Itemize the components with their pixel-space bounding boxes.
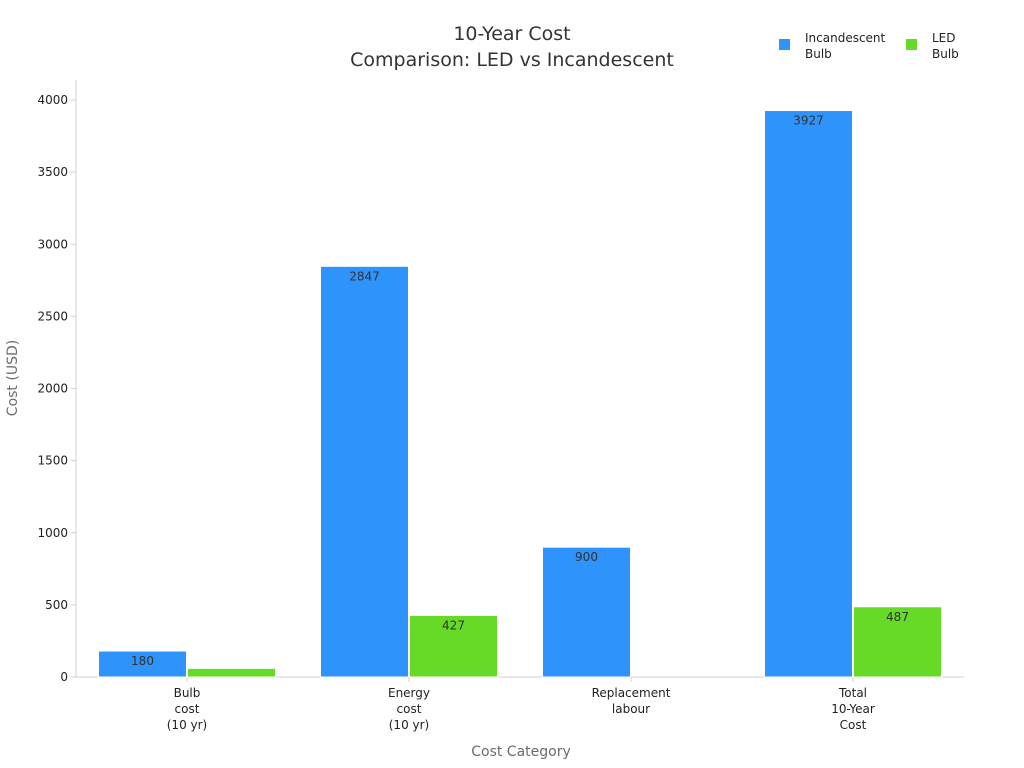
- legend-label-line: LED: [932, 31, 956, 45]
- data-labels: 180 2847 427 900 3927 487: [131, 114, 909, 669]
- y-tick-label: 3500: [37, 165, 68, 179]
- x-axis-title: Cost Category: [471, 744, 571, 760]
- y-ticks: 0 500 1000 1500 2000 2500 3000 3500 4000: [37, 93, 76, 684]
- bar-led-bulb-3: [853, 606, 942, 678]
- x-tick-label-line: Total: [838, 686, 867, 700]
- x-tick-label: Energy cost (10 yr): [388, 686, 430, 732]
- y-tick-label: 500: [45, 598, 68, 612]
- x-tick-label-line: Cost: [840, 718, 867, 732]
- legend-label: Incandescent Bulb: [805, 31, 886, 61]
- data-label: 2847: [349, 269, 380, 283]
- x-tick-label-line: Bulb: [174, 686, 201, 700]
- x-tick-label: Replacement labour: [592, 686, 671, 716]
- bar-incandescent-bulb-1: [320, 265, 409, 678]
- y-tick-label: 3000: [37, 237, 68, 251]
- y-tick-label: 1000: [37, 526, 68, 540]
- data-label: 427: [442, 618, 465, 632]
- x-tick-label-line: Energy: [388, 686, 430, 700]
- bar-led-bulb-1: [409, 614, 498, 678]
- bar-incandescent-bulb-0: [98, 650, 187, 678]
- bars: [98, 110, 942, 678]
- data-label: 487: [886, 610, 909, 624]
- y-axis-title: Cost (USD): [5, 340, 21, 416]
- data-label: 900: [575, 550, 598, 564]
- legend-label-line: Bulb: [805, 47, 832, 61]
- x-tick-label: Total 10-Year Cost: [831, 686, 875, 732]
- x-tick-label-line: cost: [175, 702, 200, 716]
- legend-swatch: [906, 39, 917, 50]
- legend: Incandescent Bulb LED Bulb: [779, 31, 959, 61]
- x-ticks: Bulb cost (10 yr) Energy cost (10 yr) Replacem…: [167, 677, 875, 732]
- legend-label-line: Incandescent: [805, 31, 886, 45]
- x-tick-label-line: 10-Year: [831, 702, 875, 716]
- chart-title: 10-Year Cost Comparison: LED vs Incandesc…: [350, 23, 674, 71]
- chart-title-line: 10-Year Cost: [453, 23, 570, 45]
- bar-incandescent-bulb-3: [764, 110, 853, 678]
- x-tick-label-line: Replacement: [592, 686, 671, 700]
- y-tick-label: 2500: [37, 309, 68, 323]
- x-tick-label-line: cost: [397, 702, 422, 716]
- x-tick-label-line: (10 yr): [389, 718, 429, 732]
- legend-label: LED Bulb: [932, 31, 959, 61]
- x-tick-label-line: labour: [612, 702, 650, 716]
- y-tick-label: 0: [60, 670, 68, 684]
- y-tick-label: 4000: [37, 93, 68, 107]
- legend-label-line: Bulb: [932, 47, 959, 61]
- legend-swatch: [779, 39, 790, 50]
- y-tick-label: 1500: [37, 454, 68, 468]
- bar-incandescent-bulb-2: [542, 546, 631, 678]
- x-tick-label-line: (10 yr): [167, 718, 207, 732]
- data-label: 3927: [793, 114, 824, 128]
- bar-led-bulb-0: [187, 667, 276, 678]
- y-tick-label: 2000: [37, 382, 68, 396]
- data-label: 180: [131, 654, 154, 668]
- x-tick-label: Bulb cost (10 yr): [167, 686, 207, 732]
- chart-title-line: Comparison: LED vs Incandescent: [350, 49, 674, 71]
